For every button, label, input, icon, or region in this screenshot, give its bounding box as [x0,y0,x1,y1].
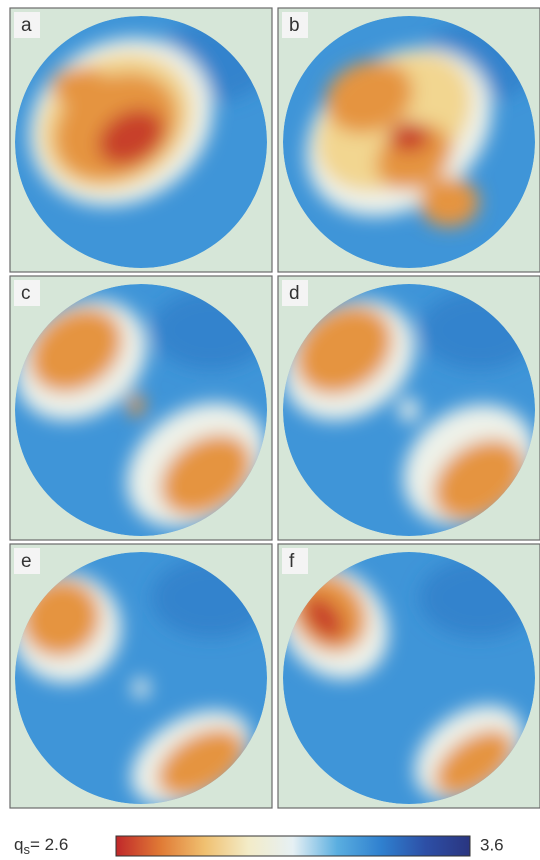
colorbar-label: qs= 2.6 [14,835,68,857]
panel-label-box [282,548,308,574]
blob [133,678,149,698]
blob [51,67,111,107]
panel-label: f [289,551,295,572]
panel: f [257,544,540,820]
panel: c [0,275,289,553]
panel: e [0,544,272,825]
colorbar [116,836,470,856]
blob [419,177,479,227]
colorbar-max: 3.6 [480,835,504,854]
blob [389,122,429,152]
panel: a [0,5,272,272]
panel-label: c [21,283,31,304]
panel-label: a [21,15,32,36]
panel-label: b [289,15,300,36]
blob [399,398,419,422]
panel-label: e [21,551,32,572]
panel-label: d [289,283,300,304]
panel: d [260,275,540,550]
figure: a b c d e f qs= 2.6 3.6 [0,0,540,860]
blob [128,393,144,417]
panel: b [274,8,540,272]
